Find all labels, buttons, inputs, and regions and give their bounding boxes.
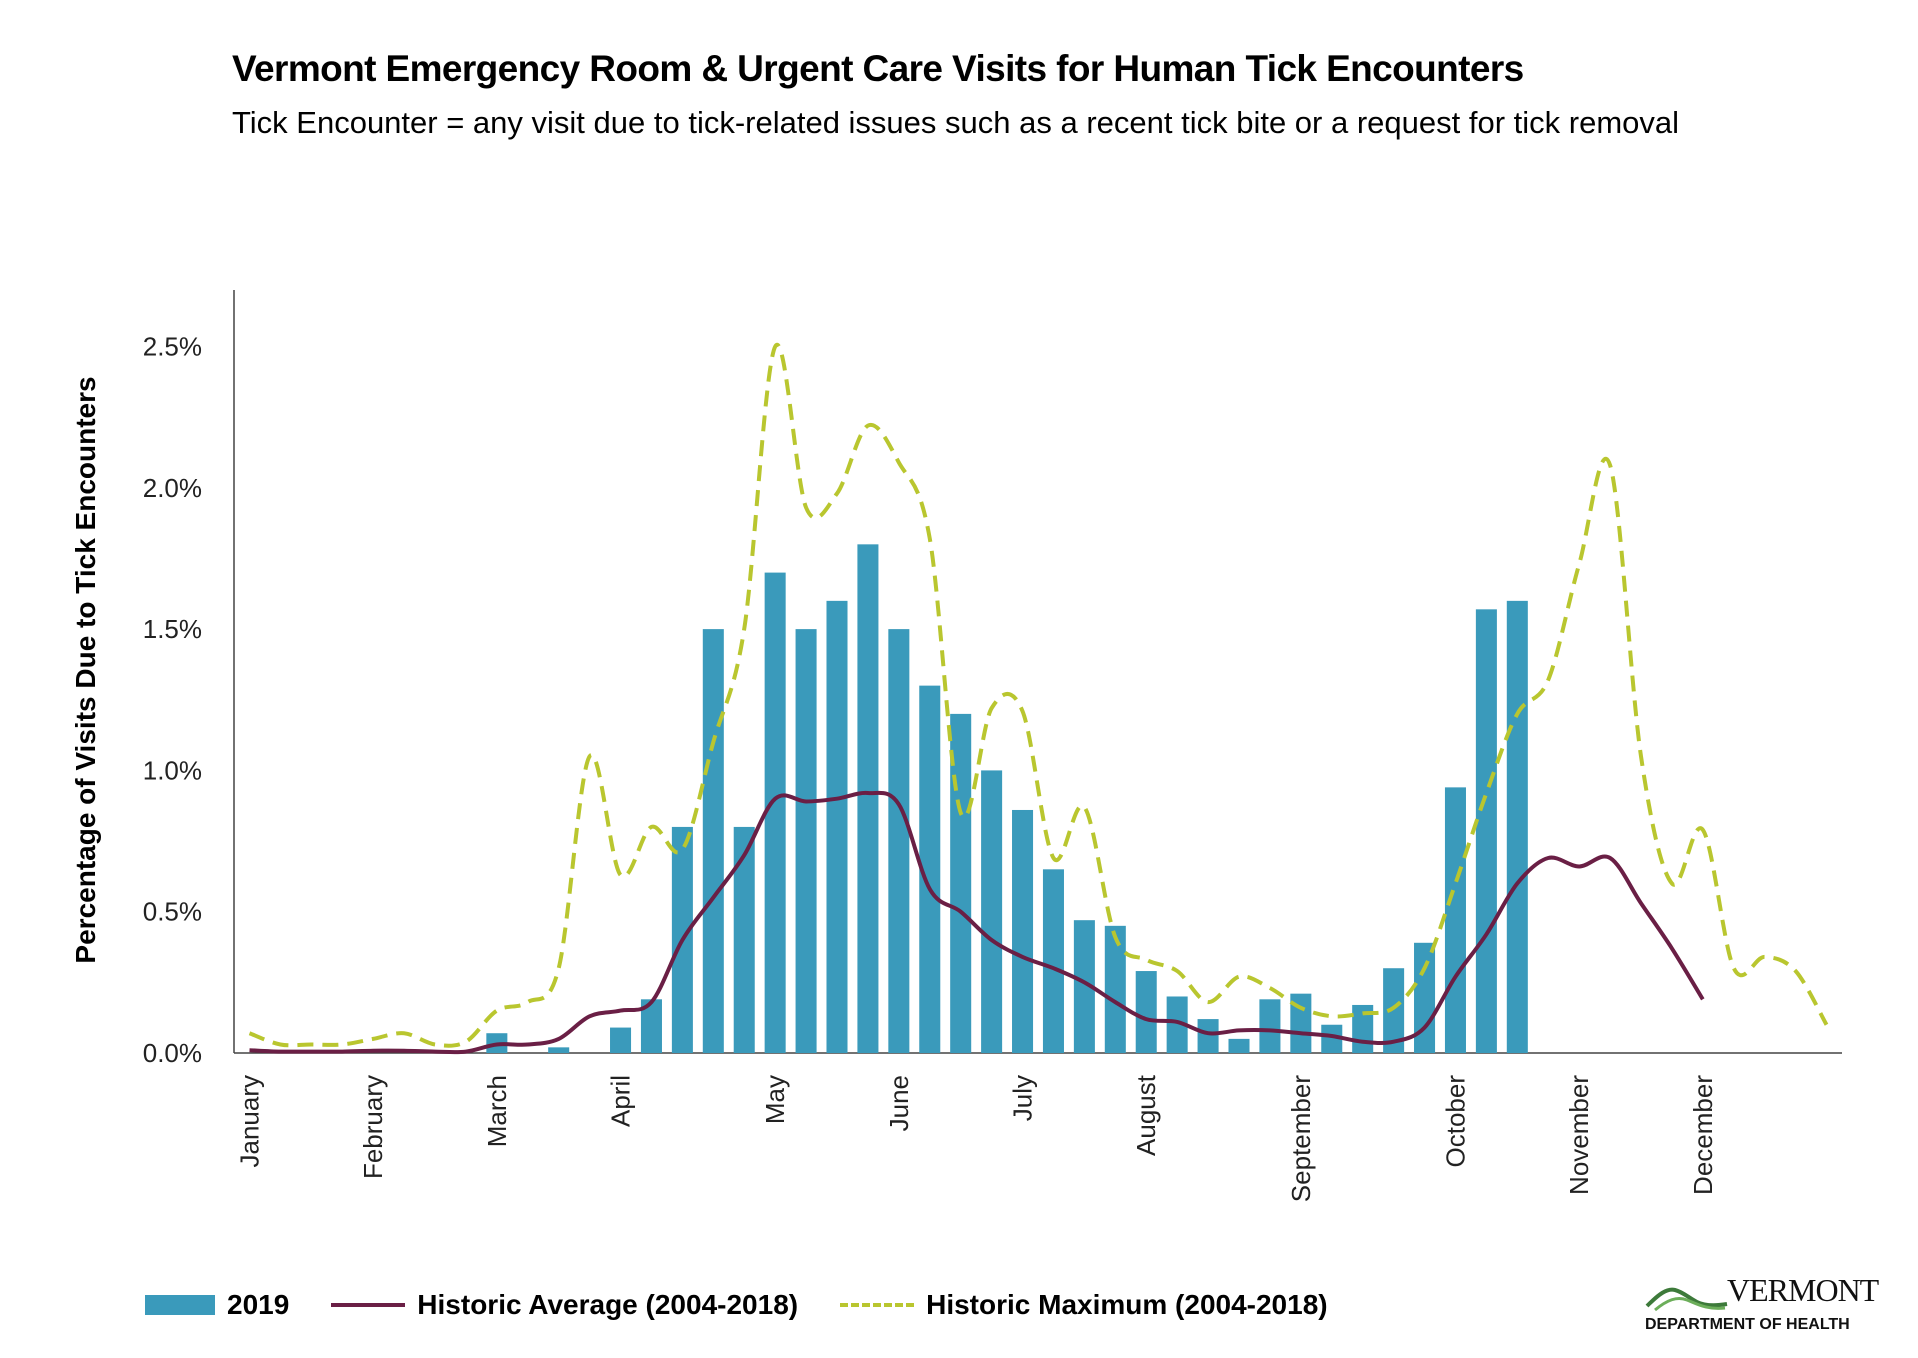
bar-week-25 [981,770,1003,1053]
x-tick-label-july: July [1008,1075,1038,1121]
legend-item-historic-maximum: Historic Maximum (2004-2018) [840,1289,1328,1321]
legend-label-historic-maximum: Historic Maximum (2004-2018) [926,1289,1328,1320]
bar-week-28 [1073,920,1095,1053]
bar-week-34 [1259,999,1281,1053]
bar-week-39 [1414,942,1436,1053]
x-tick-label-december: December [1688,1075,1718,1195]
x-tick-label-may: May [760,1075,790,1124]
legend-label-historic-average: Historic Average (2004-2018) [417,1289,799,1320]
bar-week-31 [1166,996,1188,1053]
bar-week-41 [1475,609,1497,1053]
legend-swatch-line [331,1303,406,1307]
bar-week-42 [1506,600,1528,1053]
y-tick-label: 2.0% [143,473,202,503]
legend-label-2019: 2019 [227,1289,290,1320]
historic-average-line [249,790,1705,1055]
bar-week-19 [795,629,817,1053]
legend-item-2019: 2019 [145,1289,289,1321]
legend-swatch-bar [145,1295,215,1315]
x-tick-label-march: March [482,1075,512,1147]
legend-item-historic-average: Historic Average (2004-2018) [331,1289,798,1321]
bar-week-14 [640,999,662,1053]
x-tick-label-june: June [884,1075,914,1131]
bar-week-22 [888,629,910,1053]
y-axis-title: Percentage of Visits Due to Tick Encount… [70,376,101,963]
legend-swatch-dashed [840,1303,915,1307]
bar-series-2019 [486,544,1528,1053]
bar-week-26 [1012,809,1034,1053]
x-tick-label-october: October [1440,1075,1470,1168]
bar-week-29 [1104,925,1126,1053]
y-tick-label: 2.5% [143,332,202,362]
bar-week-24 [950,713,972,1053]
x-tick-label-september: September [1286,1075,1316,1203]
x-tick-label-november: November [1564,1075,1594,1195]
y-tick-label: 1.0% [143,755,202,785]
bar-week-23 [919,685,941,1053]
bar-week-18 [764,572,786,1053]
bar-week-38 [1383,968,1405,1053]
logo-department: DEPARTMENT OF HEALTH [1645,1316,1850,1333]
bar-week-16 [702,629,724,1053]
logo-name: VERMONT [1727,1272,1879,1308]
bar-week-33 [1228,1038,1250,1053]
bar-week-27 [1042,869,1064,1053]
vermont-health-logo: VERMONT DEPARTMENT OF HEALTH [1645,1272,1879,1342]
bar-week-11 [548,1047,570,1053]
x-axis: January February March April May June July Augu… [234,1052,1842,1203]
historic-maximum-line [248,342,1829,1048]
y-tick-label: 1.5% [143,614,202,644]
mountain-icon [1645,1287,1728,1312]
bar-week-40 [1444,787,1466,1053]
x-tick-label-february: February [358,1075,388,1179]
x-tick-label-april: April [606,1075,636,1127]
bar-week-21 [857,544,879,1053]
x-tick-label-august: August [1131,1074,1161,1156]
bar-week-32 [1197,1019,1219,1053]
bar-week-36 [1321,1024,1343,1053]
bar-week-30 [1135,971,1157,1053]
y-axis: 0.0% 0.5% 1.0% 1.5% 2.0% 2.5% [143,290,235,1068]
legend: 2019 Historic Average (2004-2018) Histor… [145,1285,1370,1325]
bar-week-13 [610,1027,632,1053]
bar-week-20 [826,600,848,1053]
y-tick-label: 0.0% [143,1038,202,1068]
chart-subtitle: Tick Encounter = any visit due to tick-r… [232,105,1680,140]
x-tick-label-january: January [234,1075,264,1168]
bar-week-17 [733,826,755,1053]
y-tick-label: 0.5% [143,897,202,927]
chart-title: Vermont Emergency Room & Urgent Care Vis… [232,48,1524,89]
